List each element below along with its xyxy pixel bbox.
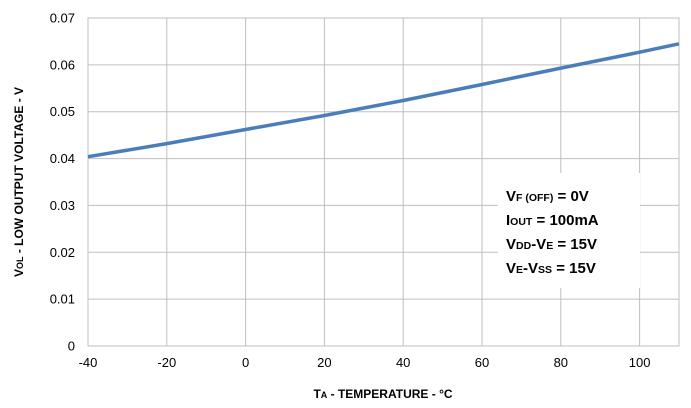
condition-iout: IOUT = 100mA bbox=[506, 212, 599, 229]
y-tick-label: 0.07 bbox=[50, 11, 75, 26]
x-tick-label: 20 bbox=[317, 355, 331, 370]
x-tick-label: 100 bbox=[629, 355, 651, 370]
y-tick-labels: 0 0.01 0.02 0.03 0.04 0.05 0.06 0.07 bbox=[50, 11, 75, 354]
condition-ve-vss: VE-VSS = 15V bbox=[506, 260, 596, 277]
plot-area bbox=[87, 17, 680, 347]
x-axis-title: TA - TEMPERATURE - °C bbox=[313, 387, 452, 401]
y-tick-label: 0.03 bbox=[50, 198, 75, 213]
y-tick-label: 0.05 bbox=[50, 104, 75, 119]
x-tick-label: 0 bbox=[242, 355, 249, 370]
y-tick-label: 0 bbox=[68, 339, 75, 354]
x-tick-label: 60 bbox=[475, 355, 489, 370]
y-tick-label: 0.02 bbox=[50, 245, 75, 260]
x-tick-label: 80 bbox=[554, 355, 568, 370]
y-axis-title: VOL - LOW OUTPUT VOLTAGE - V bbox=[12, 87, 26, 277]
conditions-annotation: VF (OFF) = 0V IOUT = 100mA VDD-VE = 15V … bbox=[506, 188, 599, 277]
conditions-box bbox=[498, 173, 640, 288]
y-tick-label: 0.06 bbox=[50, 57, 75, 72]
x-tick-label: -20 bbox=[157, 355, 176, 370]
y-tick-label: 0.04 bbox=[50, 151, 75, 166]
grid-lines bbox=[87, 17, 679, 347]
x-tick-label: 40 bbox=[396, 355, 410, 370]
series-line bbox=[87, 42, 680, 159]
y-tick-label: 0.01 bbox=[50, 292, 75, 307]
x-tick-labels: -40 -20 0 20 40 60 80 100 bbox=[79, 355, 651, 370]
condition-vdd-ve: VDD-VE = 15V bbox=[506, 236, 597, 253]
x-tick-label: -40 bbox=[79, 355, 98, 370]
condition-vf: VF (OFF) = 0V bbox=[506, 188, 589, 205]
